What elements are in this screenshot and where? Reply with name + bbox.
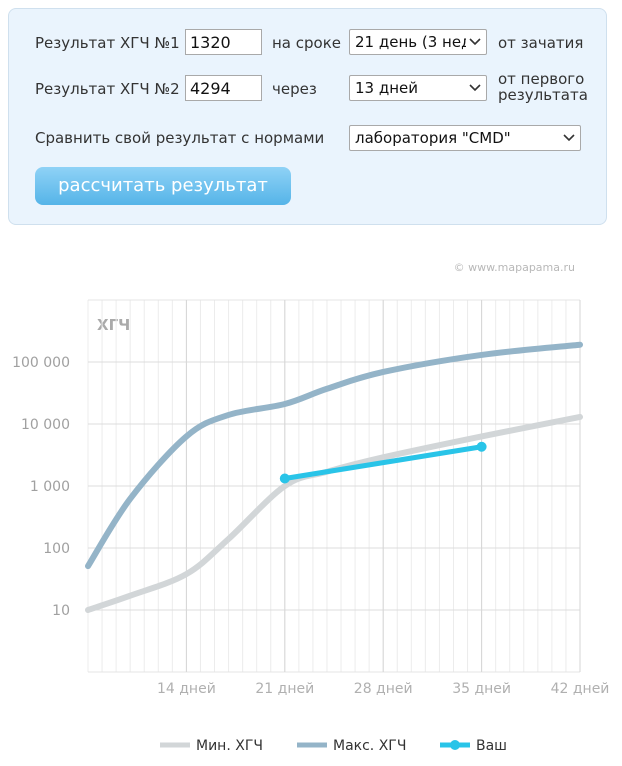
chevron <box>469 38 481 46</box>
legend-item: Макс. ХГЧ <box>297 738 406 754</box>
copyright: © www.mapapama.ru <box>454 261 575 274</box>
submit-button[interactable]: рассчитать результат <box>35 167 291 205</box>
legend-label: Ваш <box>476 738 507 754</box>
legend-label: Мин. ХГЧ <box>196 738 263 754</box>
label: на сроке <box>272 34 342 52</box>
series-line <box>85 341 583 570</box>
label: Результат ХГЧ №2 <box>35 80 180 98</box>
input[interactable]: 4294 <box>185 75 262 101</box>
input[interactable]: 1320 <box>185 29 262 55</box>
chart: © www.mapapama.ru ХГЧ 10 100 1 000 10 000 10… <box>12 261 610 754</box>
y-tick-label: 100 <box>43 541 70 557</box>
series-line <box>282 444 485 482</box>
legend-marker <box>450 740 460 750</box>
label: через <box>272 80 317 98</box>
select-text: 13 дней <box>355 79 419 97</box>
legend-item: Мин. ХГЧ <box>160 738 263 754</box>
select-text: 21 день (3 нед <box>355 33 466 51</box>
y-axis-label: ХГЧ <box>97 316 130 334</box>
label-line: результата <box>498 86 588 104</box>
x-tick-label: 42 дней <box>551 681 610 697</box>
chevron <box>563 134 575 142</box>
y-tick-label: 1 000 <box>30 479 70 495</box>
legend-item: Ваш <box>440 738 507 754</box>
label: от первого результата <box>498 71 588 103</box>
select[interactable]: лаборатория "CMD" <box>349 125 581 151</box>
label: от зачатия <box>498 34 584 52</box>
point <box>279 473 290 484</box>
chevron <box>469 84 481 92</box>
y-tick-label: 100 000 <box>12 355 70 371</box>
select[interactable]: 21 день (3 нед <box>349 29 487 55</box>
y-tick-label: 10 <box>52 603 70 619</box>
legend-label: Макс. ХГЧ <box>333 738 406 754</box>
form-panel: Результат ХГЧ №1 1320 на сроке 21 день (… <box>8 8 607 225</box>
select-text: лаборатория "CMD" <box>355 129 511 147</box>
select[interactable]: 13 дней <box>349 75 487 101</box>
point <box>476 441 487 452</box>
x-tick-label: 35 дней <box>452 681 511 697</box>
x-tick-label: 28 дней <box>354 681 413 697</box>
label: Результат ХГЧ №1 <box>35 34 180 52</box>
label-line: от первого <box>498 70 585 88</box>
label: Сравнить свой результат с нормами <box>35 129 325 147</box>
x-tick-label: 14 дней <box>157 681 216 697</box>
x-tick-label: 21 дней <box>255 681 314 697</box>
y-tick-label: 10 000 <box>21 417 70 433</box>
series-line <box>85 413 583 613</box>
